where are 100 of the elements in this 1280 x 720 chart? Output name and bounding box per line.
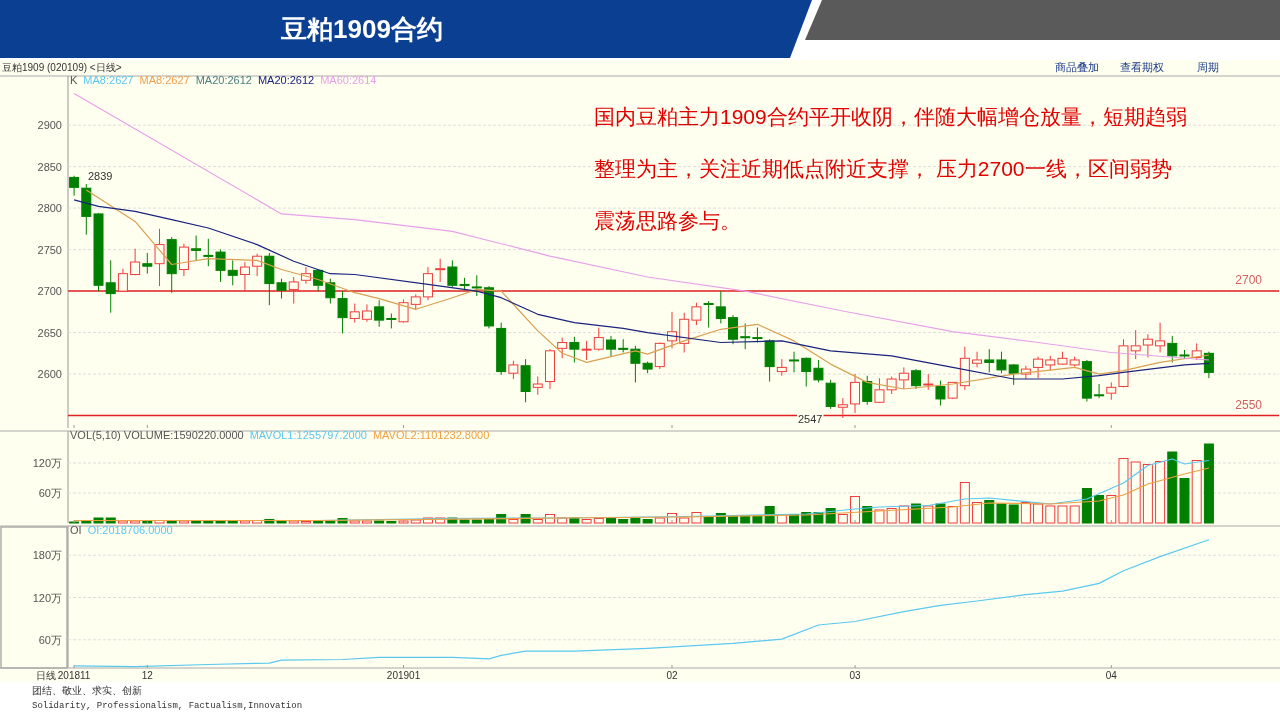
- bar: [1033, 503, 1044, 524]
- bar: [191, 520, 202, 524]
- y-tick-label: 60万: [38, 633, 62, 646]
- annotation: MA20:2612: [195, 74, 252, 86]
- candlestick: [825, 379, 836, 410]
- bar: [215, 520, 226, 524]
- candlestick: [69, 175, 80, 197]
- x-axis-title: 日线: [36, 670, 56, 681]
- annotation: MA8:2627: [83, 74, 134, 86]
- bar: [654, 517, 665, 524]
- bar: [923, 505, 934, 524]
- text: MAVOL1:1255797.2000: [249, 429, 367, 441]
- candlestick: [337, 290, 348, 334]
- candlestick: [81, 183, 92, 236]
- line-series: [73, 467, 1210, 522]
- y-tick-label: 2850: [37, 160, 62, 173]
- ref-line-label: 2550: [1235, 397, 1263, 412]
- y-tick-label: 2800: [37, 202, 62, 215]
- bar: [606, 518, 616, 524]
- candlestick: [361, 303, 372, 323]
- bar: [483, 518, 494, 524]
- bar: [618, 519, 629, 524]
- bar: [203, 520, 214, 524]
- bar: [703, 516, 714, 524]
- text: MAVOL2:1101232.8000: [372, 429, 490, 441]
- y-tick-label: 60万: [38, 487, 62, 499]
- bar: [313, 520, 324, 524]
- text: 查看期权: [1120, 61, 1164, 73]
- bar: [935, 503, 946, 524]
- bar: [947, 506, 958, 524]
- x-tick-label: 201811: [57, 670, 91, 681]
- bar: [288, 520, 299, 524]
- y-tick-label: 120万: [32, 591, 62, 604]
- text: 商品叠加: [1055, 61, 1099, 73]
- annotation: OI: [70, 524, 82, 536]
- bar: [1106, 495, 1117, 524]
- candlestick: [435, 258, 446, 283]
- candlestick: [1033, 356, 1044, 379]
- bar: [166, 520, 177, 524]
- candlestick: [239, 261, 250, 291]
- y-tick-label: 2700: [37, 285, 62, 298]
- y-tick-label: 2750: [37, 243, 62, 256]
- candlestick: [972, 351, 983, 368]
- chart-title: 豆粕1909合约: [280, 14, 443, 44]
- bar: [593, 518, 604, 524]
- bar: [81, 520, 92, 524]
- candlestick: [1203, 351, 1214, 379]
- candlestick: [154, 228, 165, 287]
- line-series: [73, 539, 1210, 668]
- text: OI:2018706.0000: [87, 524, 173, 536]
- y-tick-label: 2650: [37, 326, 62, 339]
- bar: [471, 519, 482, 524]
- candlestick: [483, 285, 494, 329]
- annotation: 2547: [798, 413, 823, 425]
- candlestick: [1094, 383, 1105, 399]
- bar: [361, 520, 372, 524]
- bar: [679, 517, 690, 524]
- candlestick: [1155, 322, 1166, 353]
- candlestick: [789, 351, 800, 373]
- bar: [581, 519, 592, 524]
- bar: [1094, 495, 1105, 524]
- bar: [972, 502, 983, 524]
- x-tick-label: 03: [849, 670, 862, 681]
- candlestick: [581, 340, 592, 361]
- candlestick: [984, 348, 995, 373]
- bar: [1167, 451, 1178, 524]
- candlestick: [667, 311, 678, 349]
- x-tick-label: 12: [141, 670, 154, 681]
- x-tick-label: 04: [1105, 670, 1118, 681]
- x-tick-label: 02: [666, 670, 678, 681]
- candlestick: [850, 373, 861, 414]
- candlestick: [166, 236, 177, 294]
- bar: [325, 520, 336, 524]
- candlestick: [606, 335, 616, 358]
- bar: [837, 514, 848, 524]
- bar: [1155, 461, 1166, 524]
- bar: [850, 496, 861, 524]
- candlestick: [544, 348, 555, 390]
- bar: [130, 520, 141, 524]
- candlestick: [191, 234, 202, 261]
- bar: [1191, 460, 1202, 524]
- candlestick: [959, 346, 970, 391]
- bar: [276, 520, 287, 524]
- y-tick-label: 180万: [32, 549, 62, 562]
- text: MA8:2627: [139, 74, 190, 86]
- bar: [1069, 505, 1080, 524]
- candlestick: [398, 298, 409, 323]
- bar: [398, 520, 409, 524]
- bar: [1203, 443, 1214, 524]
- bar: [1057, 505, 1068, 524]
- annotation: 国内豆粕主力1909合约平开收阴，伴随大幅增仓放量，短期趋弱: [594, 105, 1187, 128]
- ref-line-label: 2700: [1235, 273, 1263, 288]
- candlestick: [801, 357, 812, 388]
- bar: [1008, 504, 1019, 524]
- bar: [959, 482, 970, 524]
- bar: [1081, 488, 1092, 524]
- annotation: VOL(5,10) VOLUME:1590220.0000: [70, 429, 244, 441]
- annotation: K: [70, 74, 78, 86]
- bar: [374, 520, 385, 524]
- text: 团结、敬业、求实、创新: [32, 685, 142, 696]
